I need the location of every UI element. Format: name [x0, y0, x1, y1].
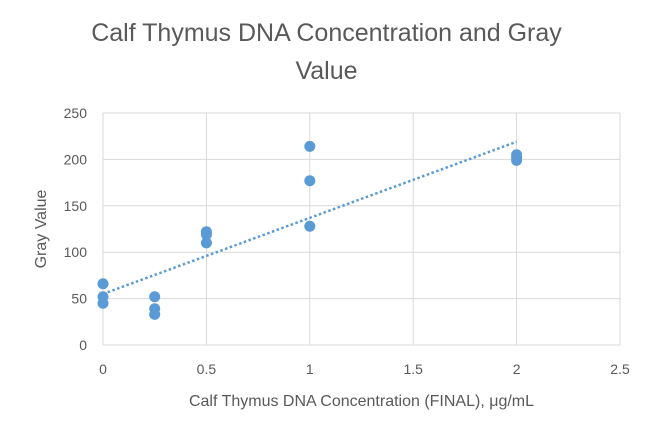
chart-title: Calf Thymus DNA Concentration and Gray V… [0, 14, 653, 90]
trendline [102, 140, 518, 296]
x-tick-label: 1.5 [403, 361, 423, 377]
y-axis-title: Gray Value [33, 189, 50, 268]
data-point [149, 291, 161, 303]
data-point [304, 175, 316, 187]
y-tick-label: 200 [64, 151, 88, 167]
x-tick-label: 2 [513, 361, 521, 377]
data-point [97, 278, 109, 290]
x-axis-title: Calf Thymus DNA Concentration (FINAL), μ… [189, 393, 534, 410]
data-point [200, 237, 212, 249]
x-tick-label: 0.5 [197, 361, 217, 377]
x-tick-label: 2.5 [610, 361, 630, 377]
y-tick-label: 0 [79, 337, 87, 353]
data-point [304, 140, 316, 152]
y-tick-label: 150 [64, 198, 88, 214]
y-tick-label: 100 [64, 244, 88, 260]
chart-title-line-2: Value [295, 57, 358, 85]
x-tick-label: 0 [99, 361, 107, 377]
y-tick-label: 50 [71, 291, 87, 307]
chart-title-line-1: Calf Thymus DNA Concentration and Gray [91, 19, 562, 47]
data-point [149, 308, 161, 320]
data-point [200, 229, 212, 241]
data-point [511, 154, 523, 166]
x-tick-label: 1 [306, 361, 314, 377]
data-point [97, 297, 109, 309]
y-tick-label: 250 [64, 105, 88, 121]
data-point [304, 220, 316, 232]
